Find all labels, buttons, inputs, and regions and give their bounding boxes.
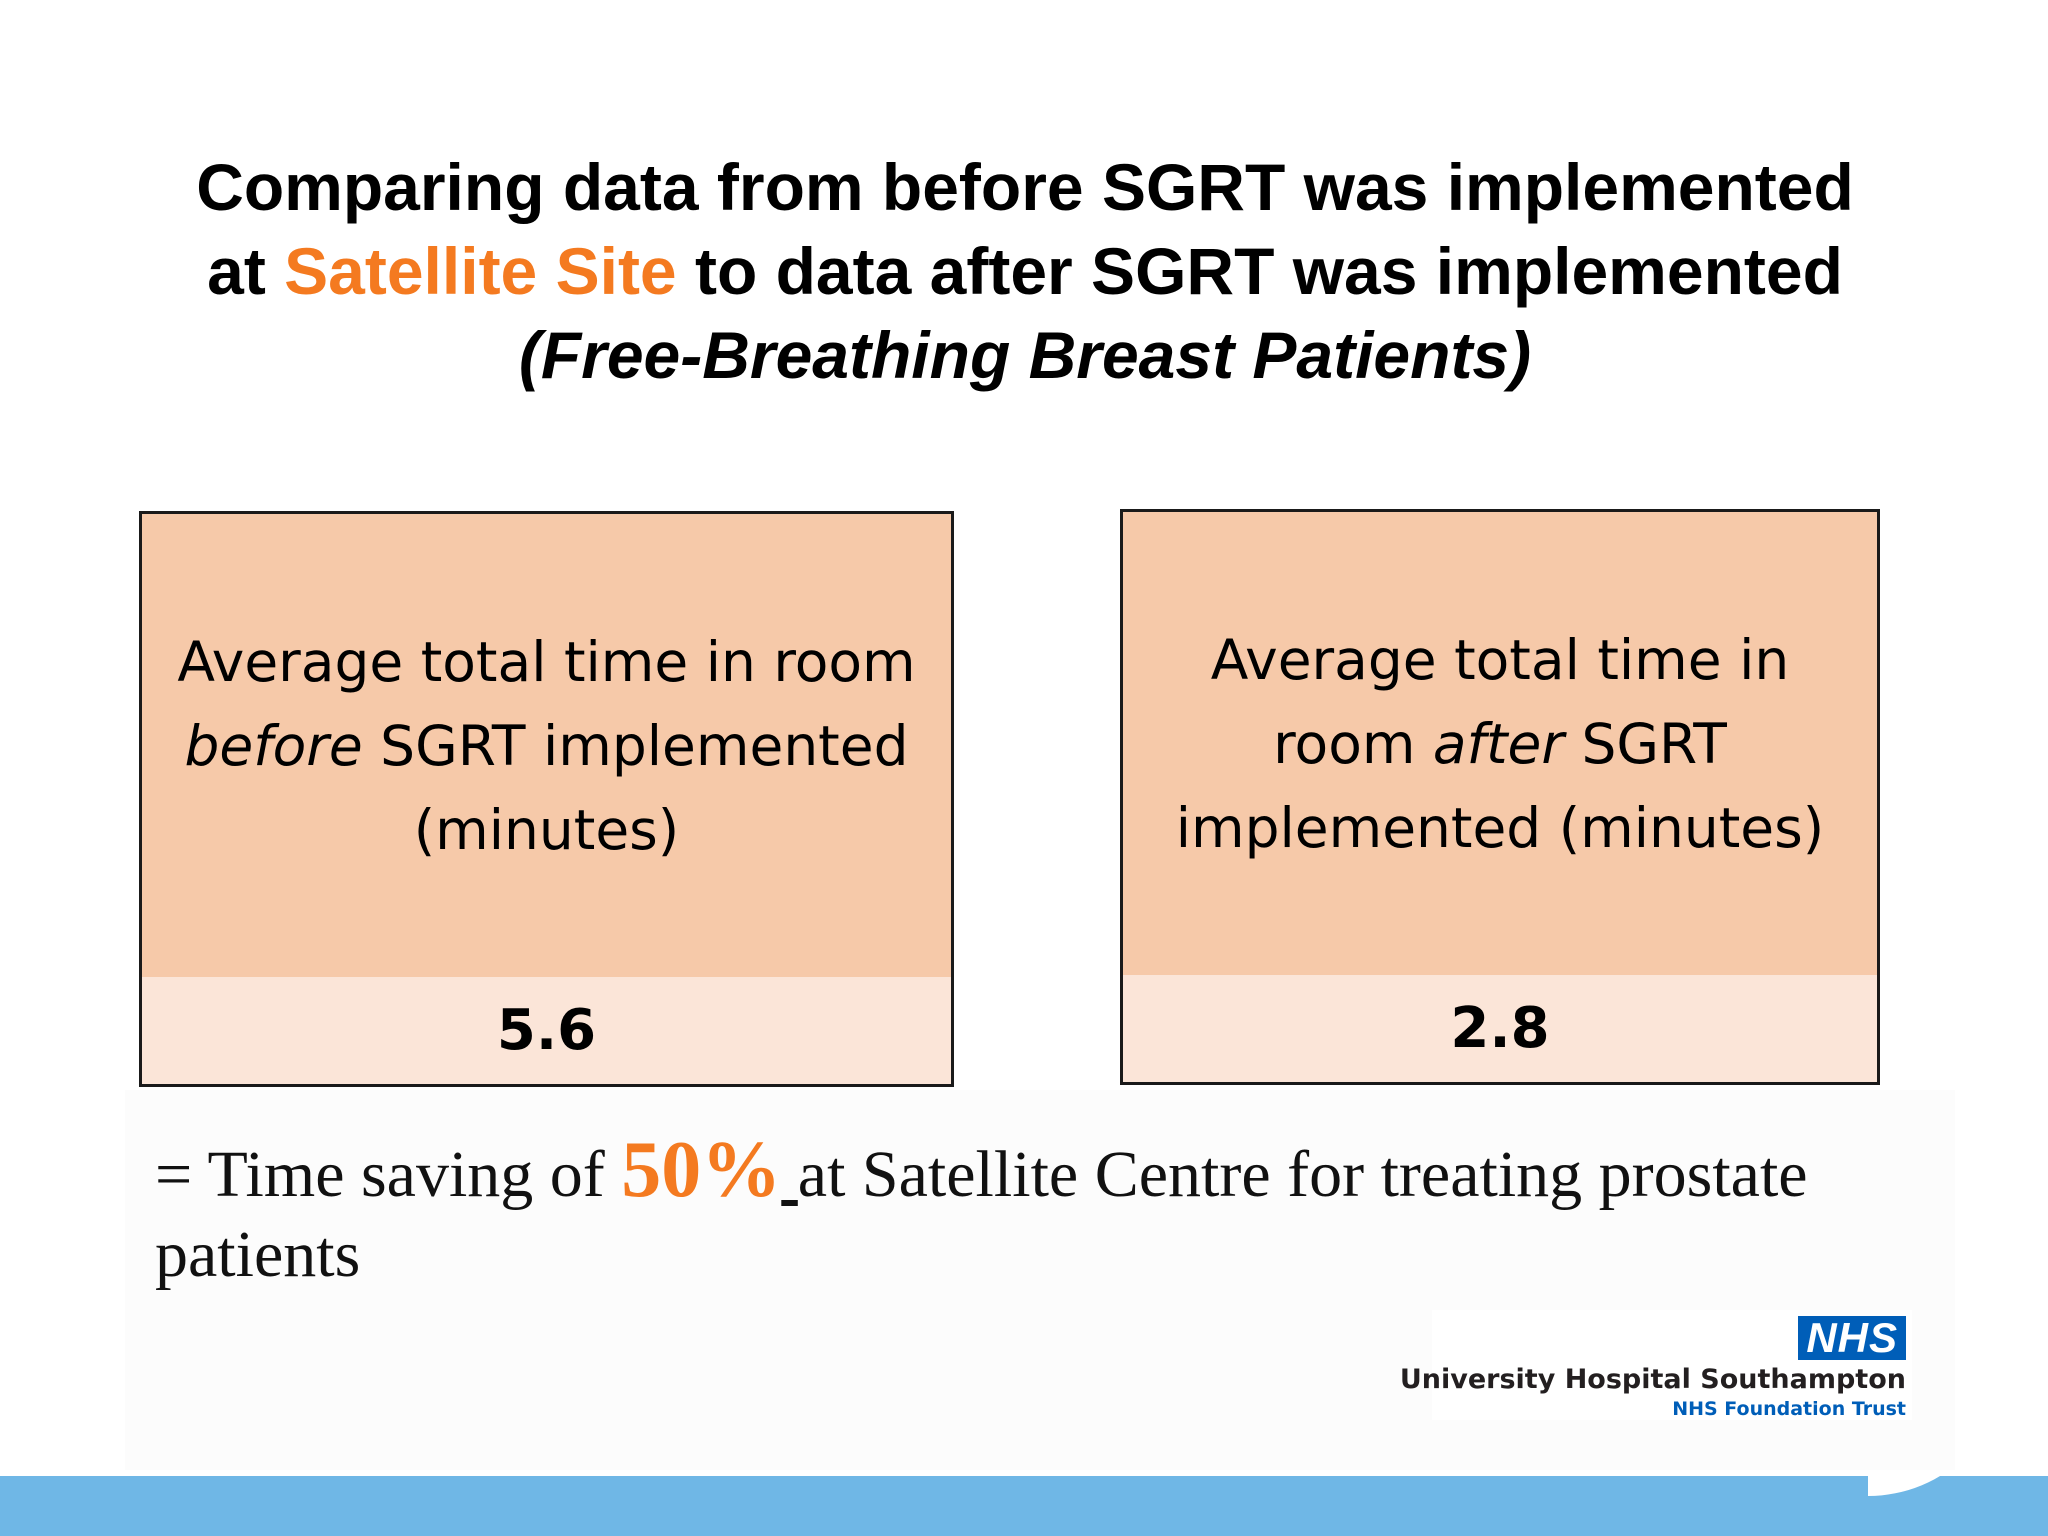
summary-statement: = Time saving of 50% at Satellite Centre… — [155, 1130, 1935, 1295]
after-label-line-1: Average total time in — [1210, 627, 1790, 692]
after-card-label: Average total time in room after SGRT im… — [1123, 512, 1877, 978]
frame-bottom-bar — [0, 1476, 2048, 1536]
summary-gap — [781, 1138, 798, 1211]
title-line-2-suffix: to data after SGRT was implemented — [676, 234, 1843, 308]
before-card-label: Average total time in room before SGRT i… — [142, 514, 951, 980]
summary-prefix: = Time saving of — [155, 1138, 622, 1211]
nhs-logo: NHS University Hospital Southampton NHS … — [1400, 1310, 1912, 1420]
hospital-name: University Hospital Southampton — [1399, 1364, 1906, 1395]
slide-title: Comparing data from before SGRT was impl… — [120, 145, 1930, 397]
after-label-line-2: room after SGRT — [1176, 702, 1825, 786]
after-label-line-3: implemented (minutes) — [1175, 795, 1825, 860]
after-card-value: 2.8 — [1123, 975, 1877, 1082]
before-card: Average total time in room before SGRT i… — [139, 511, 954, 1087]
title-line-2: at Satellite Site to data after SGRT was… — [120, 229, 1930, 313]
nhs-badge-icon: NHS — [1798, 1316, 1906, 1360]
trust-name: NHS Foundation Trust — [1672, 1398, 1906, 1420]
title-line-1: Comparing data from before SGRT was impl… — [196, 150, 1854, 224]
after-label-italic: after — [1432, 711, 1564, 776]
before-label-line-2-rest: SGRT implemented — [362, 713, 909, 778]
after-label-line-2-suffix: SGRT — [1564, 711, 1727, 776]
summary-percent: 50% — [621, 1126, 782, 1214]
before-label-italic: before — [184, 713, 363, 778]
before-label-line-2: before SGRT implemented — [177, 704, 915, 788]
title-line-2-prefix: at — [207, 234, 285, 308]
before-label-line-3: (minutes) — [413, 797, 680, 862]
summary-suffix: at Satellite Centre for treating prostat… — [155, 1138, 1808, 1291]
after-label-line-2-prefix: room — [1273, 711, 1433, 776]
before-label-line-1: Average total time in room — [177, 629, 916, 694]
title-line-3: (Free-Breathing Breast Patients) — [518, 318, 1532, 392]
before-card-value: 5.6 — [142, 977, 951, 1084]
title-accent-site: Satellite Site — [284, 234, 677, 308]
after-card: Average total time in room after SGRT im… — [1120, 509, 1880, 1085]
